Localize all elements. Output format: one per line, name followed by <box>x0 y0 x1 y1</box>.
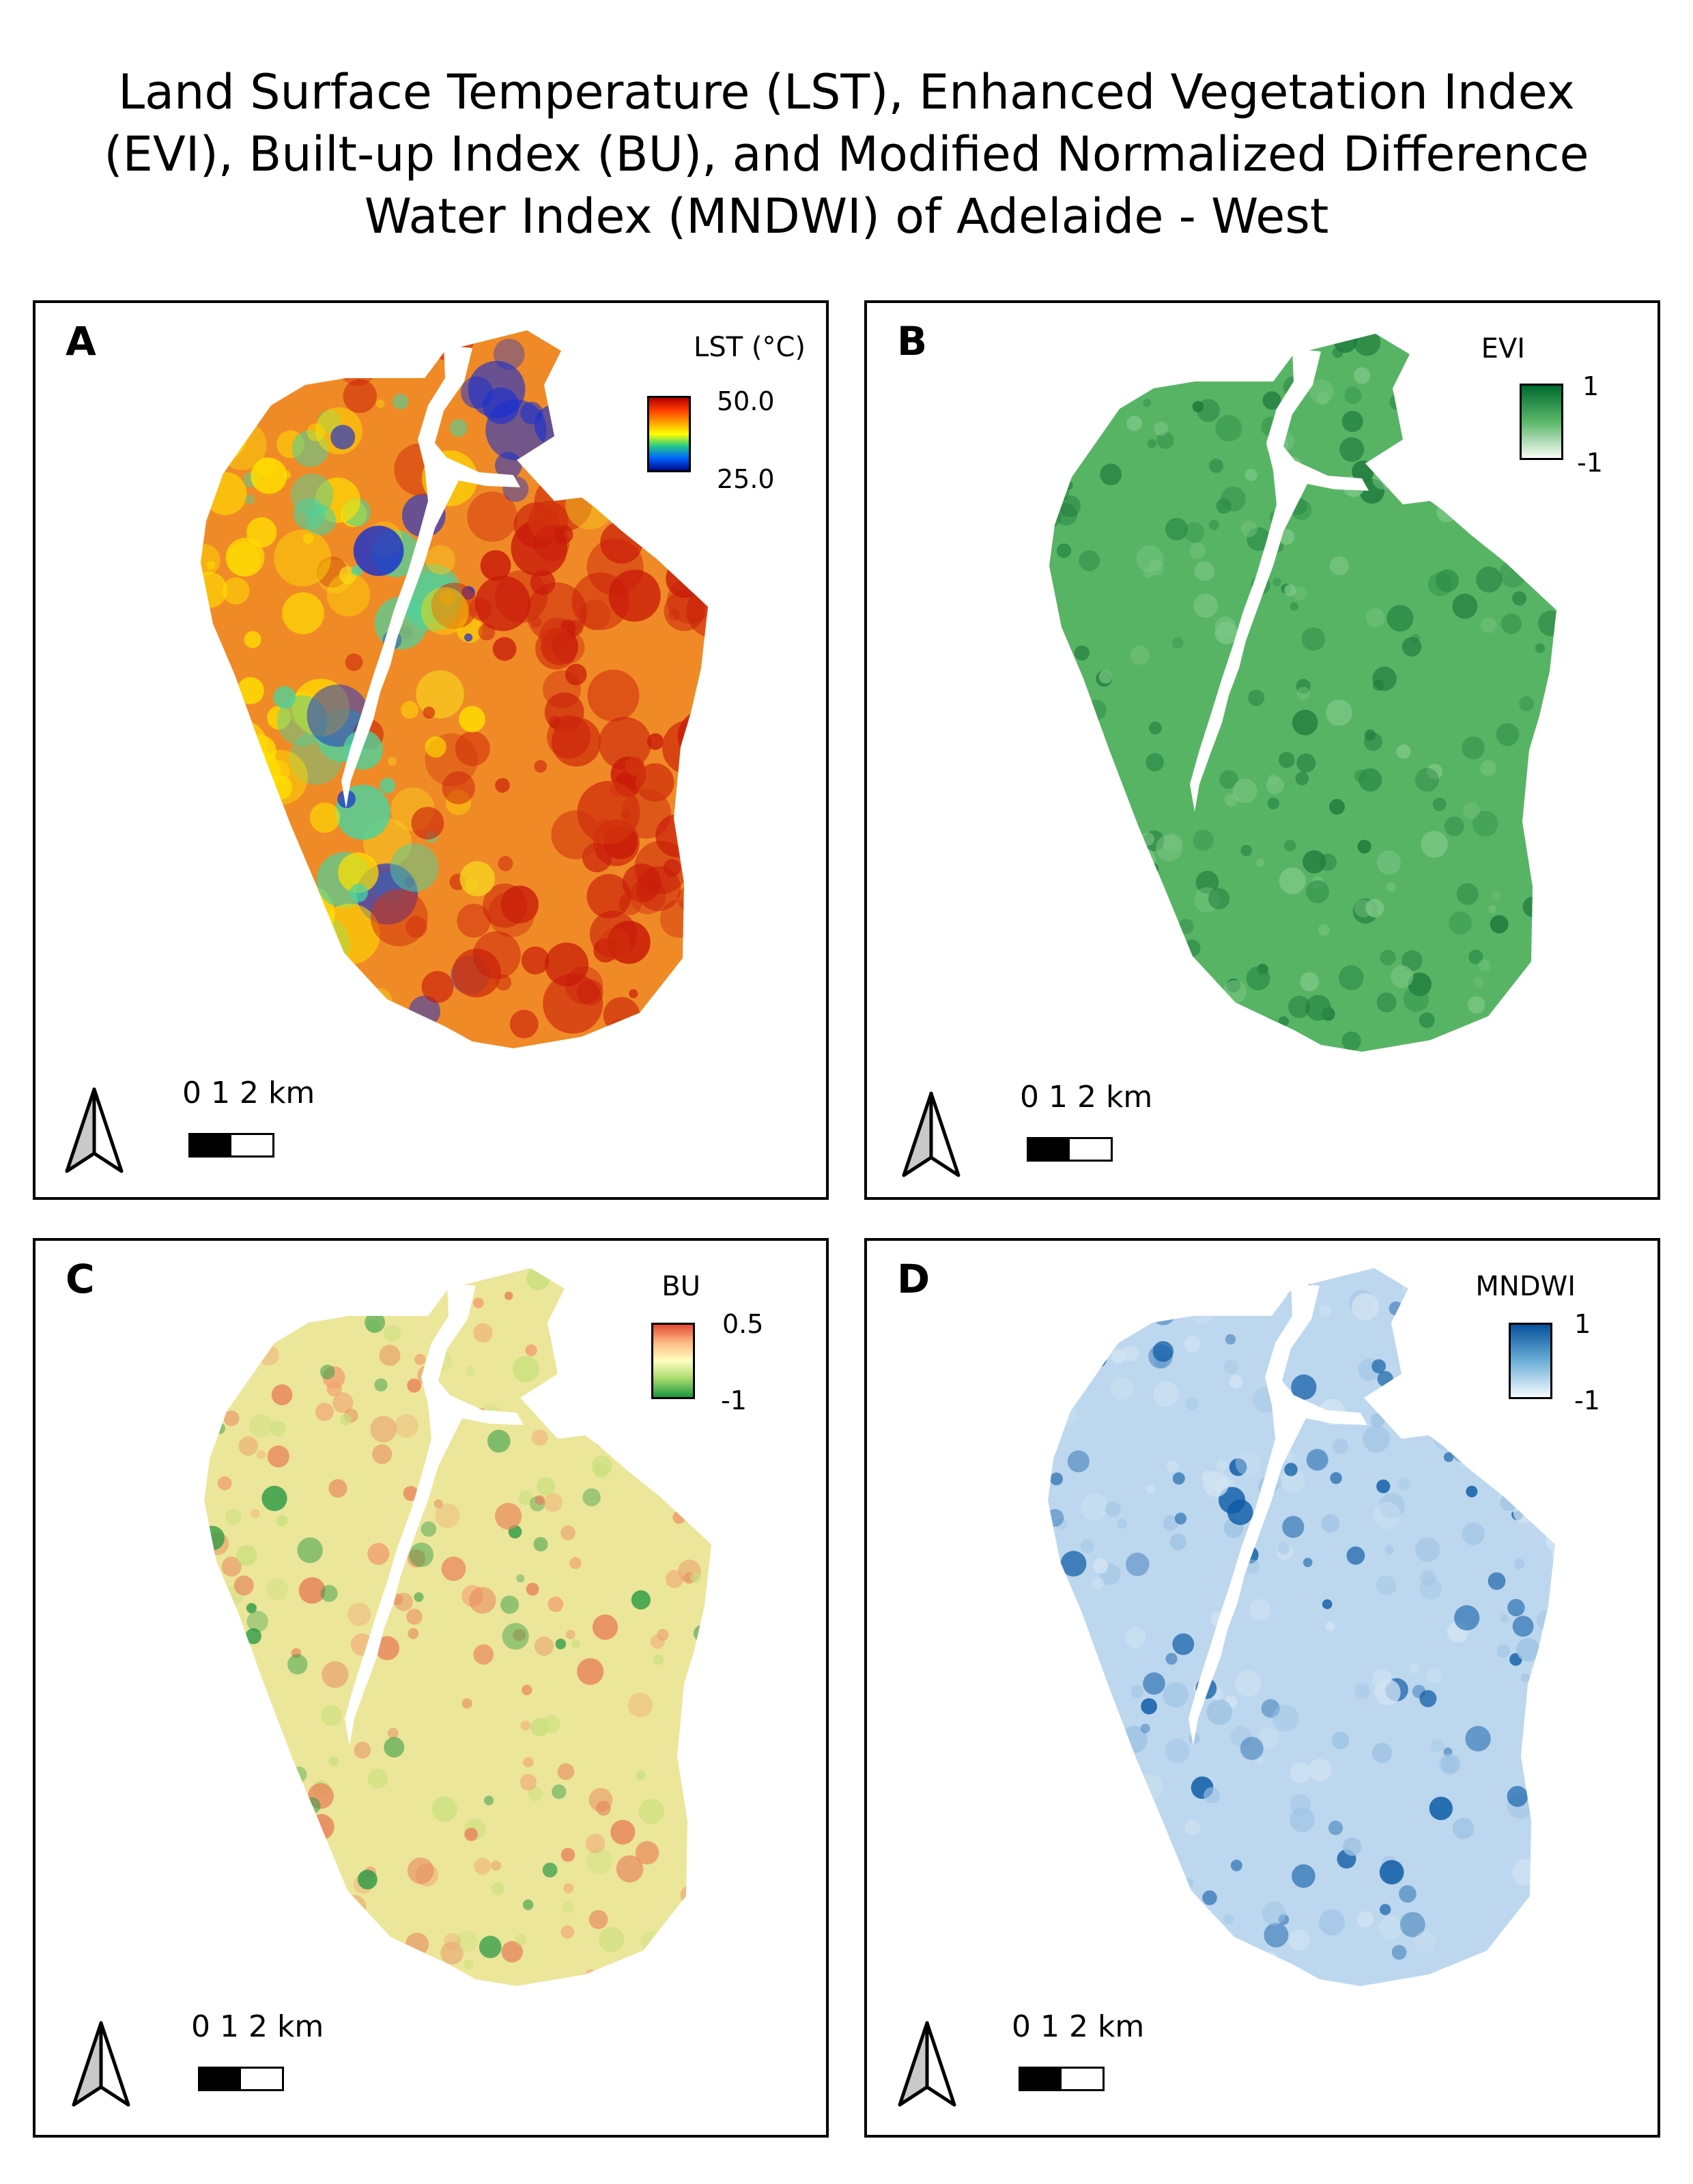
legend-max-label: 1 <box>1574 1309 1591 1339</box>
river-channel <box>1190 349 1369 811</box>
river-channel <box>341 345 520 808</box>
panel-letter: A <box>66 318 96 364</box>
study-area-raster <box>1048 1268 1555 1986</box>
legend-color-ramp <box>1520 384 1563 460</box>
legend-min-label: -1 <box>1574 1385 1600 1416</box>
evi-map <box>1049 334 1556 1052</box>
title-line-3: Water Index (MNDWI) of Adelaide - West <box>364 188 1329 244</box>
legend-max-label: 1 <box>1582 371 1599 401</box>
scale-bar-labels: 0 1 2 km <box>182 1076 315 1110</box>
scale-bar <box>1019 2067 1105 2091</box>
legend-min-label: -1 <box>1577 448 1603 478</box>
legend-title: MNDWI <box>1475 1271 1576 1302</box>
scale-bar-labels: 0 1 2 km <box>1012 2009 1145 2044</box>
study-area-raster <box>204 1268 711 1986</box>
panel-letter: D <box>897 1256 930 1302</box>
lst-map <box>201 330 708 1048</box>
legend-color-ramp <box>651 1323 695 1399</box>
map-panel-lst: A LST (°C) 50.0 25.0 0 1 2 km <box>33 300 829 1200</box>
north-arrow-icon <box>902 1091 961 1177</box>
bu-map <box>204 1268 711 1986</box>
map-panel-bu: C BU 0.5 -1 0 1 2 km <box>33 1238 829 2138</box>
legend-color-ramp <box>1509 1323 1552 1399</box>
map-panel-mndwi: D MNDWI 1 -1 0 1 2 km <box>864 1238 1660 2138</box>
legend-max-label: 0.5 <box>722 1309 764 1339</box>
panel-letter: C <box>66 1256 95 1302</box>
title-line-1: Land Surface Temperature (LST), Enhanced… <box>118 64 1575 120</box>
mndwi-map <box>1048 1268 1555 1986</box>
figure-title: Land Surface Temperature (LST), Enhanced… <box>0 61 1693 248</box>
scale-bar-labels: 0 1 2 km <box>191 2009 324 2044</box>
panel-letter: B <box>897 318 928 364</box>
scale-bar-labels: 0 1 2 km <box>1020 1080 1153 1115</box>
legend-title: LST (°C) <box>694 332 806 363</box>
legend-max-label: 50.0 <box>717 386 775 416</box>
legend-title: EVI <box>1481 333 1525 364</box>
north-arrow-icon <box>72 2021 130 2107</box>
legend-min-label: -1 <box>721 1385 747 1416</box>
legend-color-ramp <box>647 396 691 472</box>
north-arrow-icon <box>65 1087 124 1173</box>
map-panel-evi: B EVI 1 -1 0 1 2 km <box>864 300 1660 1200</box>
legend-title: BU <box>661 1271 700 1302</box>
scale-bar <box>198 2067 284 2091</box>
scale-bar <box>188 1133 274 1158</box>
scale-bar <box>1027 1137 1113 1162</box>
river-channel <box>1189 1283 1367 1746</box>
river-channel <box>345 1283 524 1746</box>
north-arrow-icon <box>898 2021 956 2107</box>
title-line-2: (EVI), Built-up Index (BU), and Modified… <box>104 126 1589 182</box>
legend-min-label: 25.0 <box>717 464 775 494</box>
